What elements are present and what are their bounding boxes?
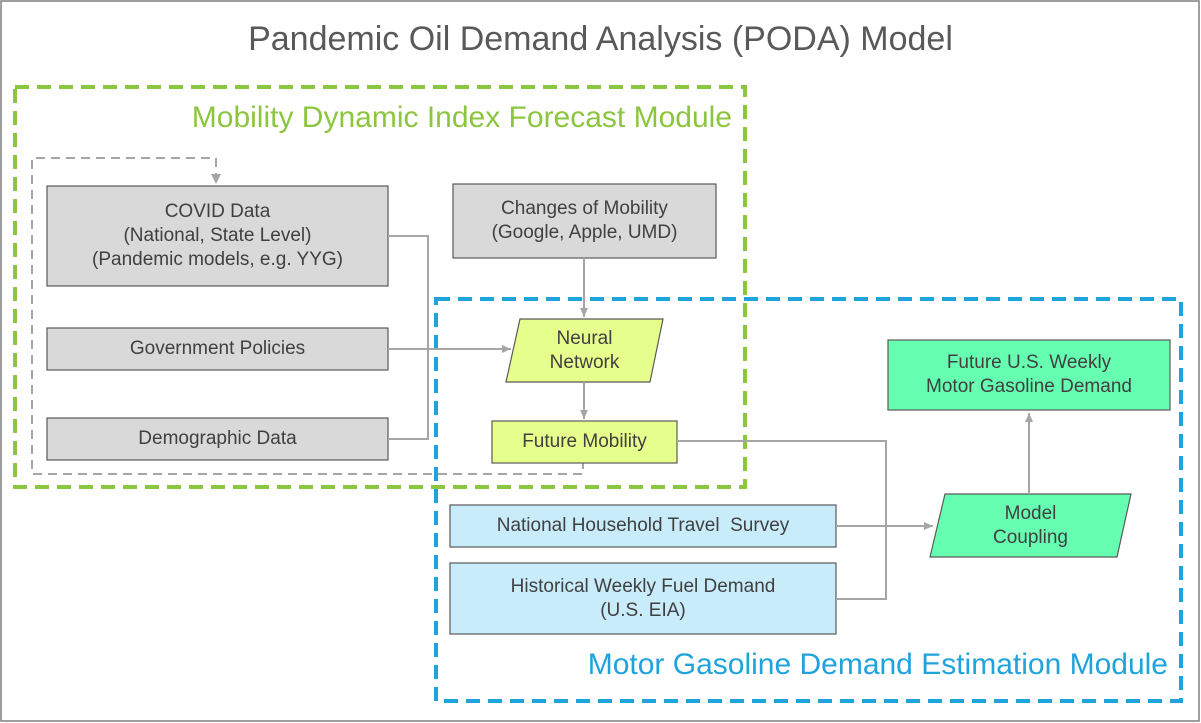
future-mobility-label: Future Mobility: [522, 431, 647, 453]
historical-fuel-label: Historical Weekly Fuel Demand (U.S. EIA): [510, 575, 776, 621]
changes-of-mobility-box: [452, 183, 717, 259]
mobility-module-border: [13, 85, 747, 489]
historical-to-coupling-connector: [836, 526, 887, 600]
mobility-module-title: Mobility Dynamic Index Forecast Module: [191, 101, 732, 135]
future-demand-box: [887, 339, 1171, 411]
feedback-loop-arrowhead: [211, 174, 221, 184]
gasoline-module-border: [434, 297, 1183, 703]
model-coupling-node: [929, 493, 1132, 558]
demographic-data-label: Demographic Data: [138, 428, 297, 450]
historical-fuel-box: [449, 562, 837, 635]
future-demand-label: Future U.S. Weekly Motor Gasoline Demand: [926, 352, 1132, 397]
diagram-title: Pandemic Oil Demand Analysis (PODA) Mode…: [248, 19, 953, 58]
government-policies-box: [46, 327, 389, 371]
neural-network-label: Neural Network: [549, 327, 620, 373]
model-coupling-label: Model Coupling: [993, 502, 1068, 548]
covid-data-label: COVID Data (National, State Level) (Pand…: [92, 201, 343, 270]
covid-to-network-connector: [388, 235, 429, 349]
covid-data-box: [46, 185, 389, 287]
neural-network-node: [505, 318, 664, 383]
government-policies-label: Government Policies: [129, 338, 306, 360]
changes-of-mobility-label: Changes of Mobility (Google, Apple, UMD): [491, 198, 678, 243]
feedback-loop-connector: [31, 157, 584, 475]
gasoline-module-title: Motor Gasoline Demand Estimation Module: [587, 648, 1168, 682]
nhts-label: National Household Travel Survey: [496, 515, 790, 537]
future-mobility-to-coupling-connector: [677, 440, 887, 526]
demographic-to-network-connector: [388, 349, 429, 440]
